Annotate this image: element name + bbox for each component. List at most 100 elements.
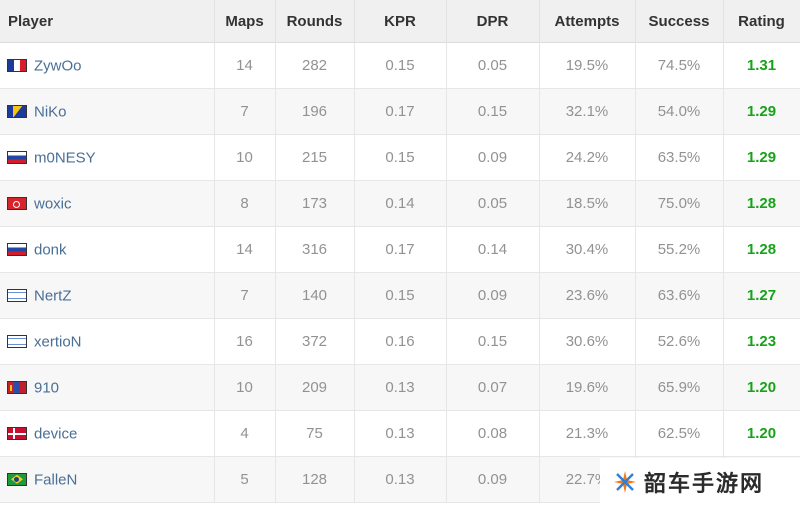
table-row: m0NESY 10 215 0.15 0.09 24.2% 63.5% 1.29 — [0, 134, 800, 181]
rating-cell: 1.23 — [723, 318, 800, 365]
rounds-cell: 128 — [275, 456, 355, 503]
rounds-cell: 215 — [275, 134, 355, 181]
kpr-cell: 0.13 — [354, 364, 447, 411]
player-name-link[interactable]: 910 — [34, 379, 60, 397]
kpr-cell: 0.13 — [354, 456, 447, 503]
table-row: donk 14 316 0.17 0.14 30.4% 55.2% 1.28 — [0, 226, 800, 273]
attempts-cell: 24.2% — [539, 134, 636, 181]
table-row: NertZ 7 140 0.15 0.09 23.6% 63.6% 1.27 — [0, 272, 800, 319]
rating-cell: 1.29 — [723, 88, 800, 135]
attempts-cell: 19.5% — [539, 42, 636, 89]
maps-cell: 14 — [214, 226, 276, 273]
dpr-cell: 0.05 — [446, 180, 540, 227]
success-cell: 63.5% — [635, 134, 724, 181]
dpr-cell: 0.15 — [446, 88, 540, 135]
player-cell: 910 — [0, 364, 215, 411]
flag-ru-icon — [7, 150, 27, 164]
player-cell: xertioN — [0, 318, 215, 365]
header-rounds[interactable]: Rounds — [275, 0, 355, 43]
dpr-cell: 0.08 — [446, 410, 540, 457]
flag-ru-icon — [7, 242, 27, 256]
flag-ba-icon — [7, 104, 27, 118]
flag-fr-icon — [7, 58, 27, 72]
kpr-cell: 0.15 — [354, 134, 447, 181]
maps-cell: 14 — [214, 42, 276, 89]
header-dpr[interactable]: DPR — [446, 0, 540, 43]
table-row: device 4 75 0.13 0.08 21.3% 62.5% 1.20 — [0, 410, 800, 457]
player-name-link[interactable]: xertioN — [34, 333, 82, 351]
header-player[interactable]: Player — [0, 0, 215, 43]
player-name-link[interactable]: NiKo — [34, 103, 67, 121]
rating-cell: 1.31 — [723, 42, 800, 89]
attempts-cell: 18.5% — [539, 180, 636, 227]
maps-cell: 10 — [214, 134, 276, 181]
success-cell: 54.0% — [635, 88, 724, 135]
player-name-link[interactable]: FalleN — [34, 471, 78, 489]
flag-il-icon — [7, 334, 27, 348]
success-cell: 65.9% — [635, 364, 724, 411]
player-cell: FalleN — [0, 456, 215, 503]
player-name-link[interactable]: NertZ — [34, 287, 72, 305]
rounds-cell: 140 — [275, 272, 355, 319]
player-cell: m0NESY — [0, 134, 215, 181]
kpr-cell: 0.14 — [354, 180, 447, 227]
kpr-cell: 0.15 — [354, 272, 447, 319]
player-name-link[interactable]: ZywOo — [34, 57, 82, 75]
player-name-link[interactable]: m0NESY — [34, 149, 96, 167]
flag-mn-icon — [7, 380, 27, 394]
player-cell: device — [0, 410, 215, 457]
table-row: NiKo 7 196 0.17 0.15 32.1% 54.0% 1.29 — [0, 88, 800, 135]
attempts-cell: 19.6% — [539, 364, 636, 411]
header-kpr[interactable]: KPR — [354, 0, 447, 43]
rounds-cell: 75 — [275, 410, 355, 457]
maps-cell: 7 — [214, 272, 276, 319]
rounds-cell: 209 — [275, 364, 355, 411]
player-cell: ZywOo — [0, 42, 215, 89]
flag-tr-icon — [7, 196, 27, 210]
kpr-cell: 0.17 — [354, 88, 447, 135]
maps-cell: 10 — [214, 364, 276, 411]
success-cell: 74.5% — [635, 42, 724, 89]
maps-cell: 16 — [214, 318, 276, 365]
rating-cell: 1.27 — [723, 272, 800, 319]
rounds-cell: 372 — [275, 318, 355, 365]
header-success[interactable]: Success — [635, 0, 724, 43]
rounds-cell: 316 — [275, 226, 355, 273]
kpr-cell: 0.17 — [354, 226, 447, 273]
star-logo-icon — [614, 470, 636, 493]
dpr-cell: 0.14 — [446, 226, 540, 273]
flag-dk-icon — [7, 426, 27, 440]
rounds-cell: 282 — [275, 42, 355, 89]
table-row: 910 10 209 0.13 0.07 19.6% 65.9% 1.20 — [0, 364, 800, 411]
player-name-link[interactable]: donk — [34, 241, 67, 259]
dpr-cell: 0.07 — [446, 364, 540, 411]
attempts-cell: 21.3% — [539, 410, 636, 457]
header-attempts[interactable]: Attempts — [539, 0, 636, 43]
success-cell: 75.0% — [635, 180, 724, 227]
dpr-cell: 0.05 — [446, 42, 540, 89]
rating-cell: 1.28 — [723, 226, 800, 273]
player-name-link[interactable]: device — [34, 425, 78, 443]
watermark: 韶车手游网 — [600, 458, 800, 505]
rating-cell: 1.29 — [723, 134, 800, 181]
rating-cell: 1.20 — [723, 364, 800, 411]
player-cell: woxic — [0, 180, 215, 227]
header-maps[interactable]: Maps — [214, 0, 276, 43]
dpr-cell: 0.09 — [446, 272, 540, 319]
dpr-cell: 0.09 — [446, 456, 540, 503]
maps-cell: 7 — [214, 88, 276, 135]
attempts-cell: 30.6% — [539, 318, 636, 365]
rounds-cell: 196 — [275, 88, 355, 135]
header-rating[interactable]: Rating — [723, 0, 800, 43]
maps-cell: 4 — [214, 410, 276, 457]
player-cell: NiKo — [0, 88, 215, 135]
table-row: woxic 8 173 0.14 0.05 18.5% 75.0% 1.28 — [0, 180, 800, 227]
maps-cell: 8 — [214, 180, 276, 227]
success-cell: 52.6% — [635, 318, 724, 365]
attempts-cell: 30.4% — [539, 226, 636, 273]
flag-br-icon — [7, 472, 27, 486]
player-name-link[interactable]: woxic — [34, 195, 72, 213]
player-cell: NertZ — [0, 272, 215, 319]
success-cell: 63.6% — [635, 272, 724, 319]
